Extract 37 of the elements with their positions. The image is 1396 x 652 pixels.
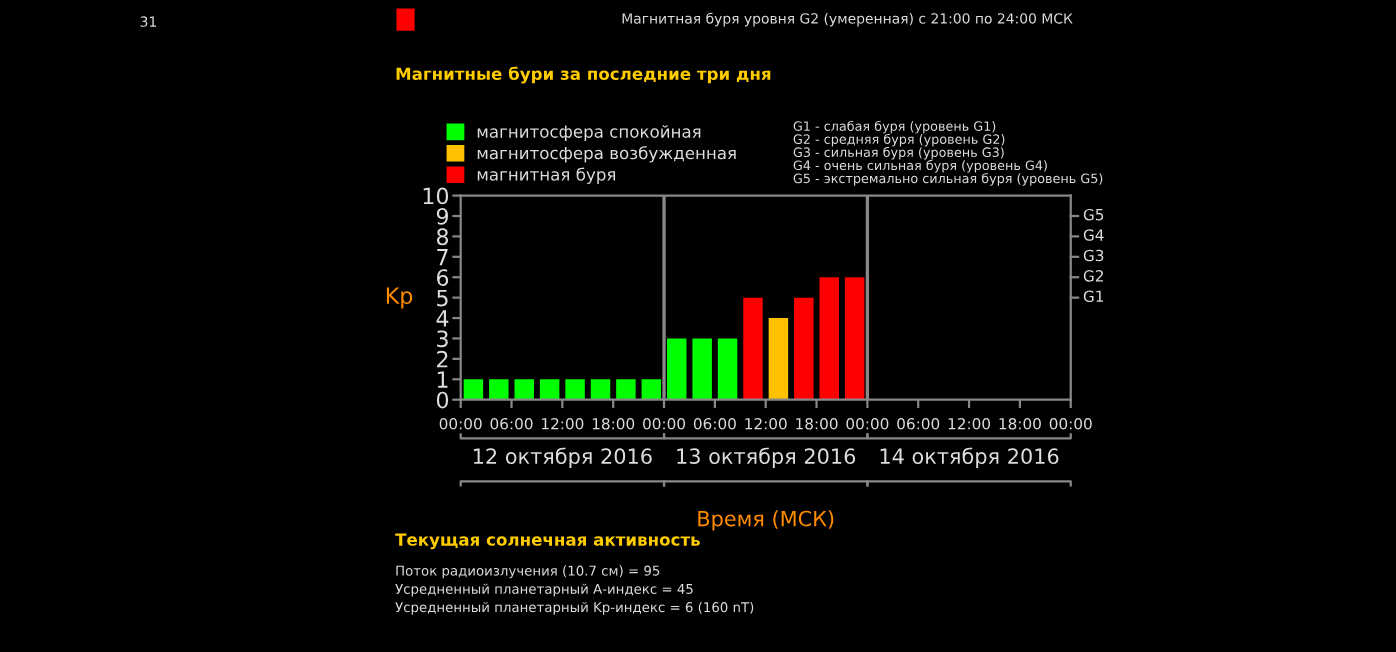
bar bbox=[590, 379, 611, 400]
y-tick-label: 1 bbox=[437, 371, 448, 388]
bar bbox=[717, 338, 738, 400]
bar bbox=[794, 297, 814, 400]
y-tick-label: 3 bbox=[437, 330, 448, 348]
bar bbox=[514, 379, 534, 400]
y-tick-label: 4 bbox=[436, 310, 449, 327]
y-tick-label: 10 bbox=[423, 187, 449, 205]
bar bbox=[768, 318, 789, 400]
y-tick-label: 0 bbox=[436, 391, 449, 409]
legend-label: магнитосфера возбужденная bbox=[477, 146, 736, 163]
bar bbox=[819, 277, 839, 400]
x-axis-title: Время (МСК) bbox=[698, 510, 834, 531]
text: 13 октября 2016 bbox=[677, 447, 856, 469]
text: 12 октября 2016 bbox=[473, 447, 652, 469]
chart-title: Магнитные бури за последние три дня bbox=[396, 66, 771, 84]
legend-label: магнитосфера спокойная bbox=[477, 125, 701, 142]
y-tick-label: 9 bbox=[436, 207, 449, 225]
y-axis-title: Kp bbox=[386, 287, 413, 309]
bar bbox=[743, 297, 763, 400]
y-tick-label: 6 bbox=[436, 269, 449, 286]
bar bbox=[489, 379, 509, 400]
bar bbox=[463, 379, 484, 400]
y-tick-label: 5 bbox=[437, 289, 448, 307]
text: Текущая солнечная активность bbox=[395, 533, 700, 550]
bar bbox=[667, 338, 687, 400]
bar bbox=[844, 277, 865, 400]
bar bbox=[539, 379, 560, 400]
bar bbox=[641, 379, 662, 400]
bar bbox=[616, 379, 636, 400]
legend-label: магнитная буря bbox=[477, 167, 616, 184]
text: 14 октября 2016 bbox=[880, 447, 1059, 469]
y-tick-label: 8 bbox=[436, 228, 449, 246]
y-tick-label: 2 bbox=[437, 350, 448, 368]
bar bbox=[565, 379, 585, 400]
bar bbox=[692, 338, 712, 400]
y-tick-label: 7 bbox=[437, 249, 448, 266]
